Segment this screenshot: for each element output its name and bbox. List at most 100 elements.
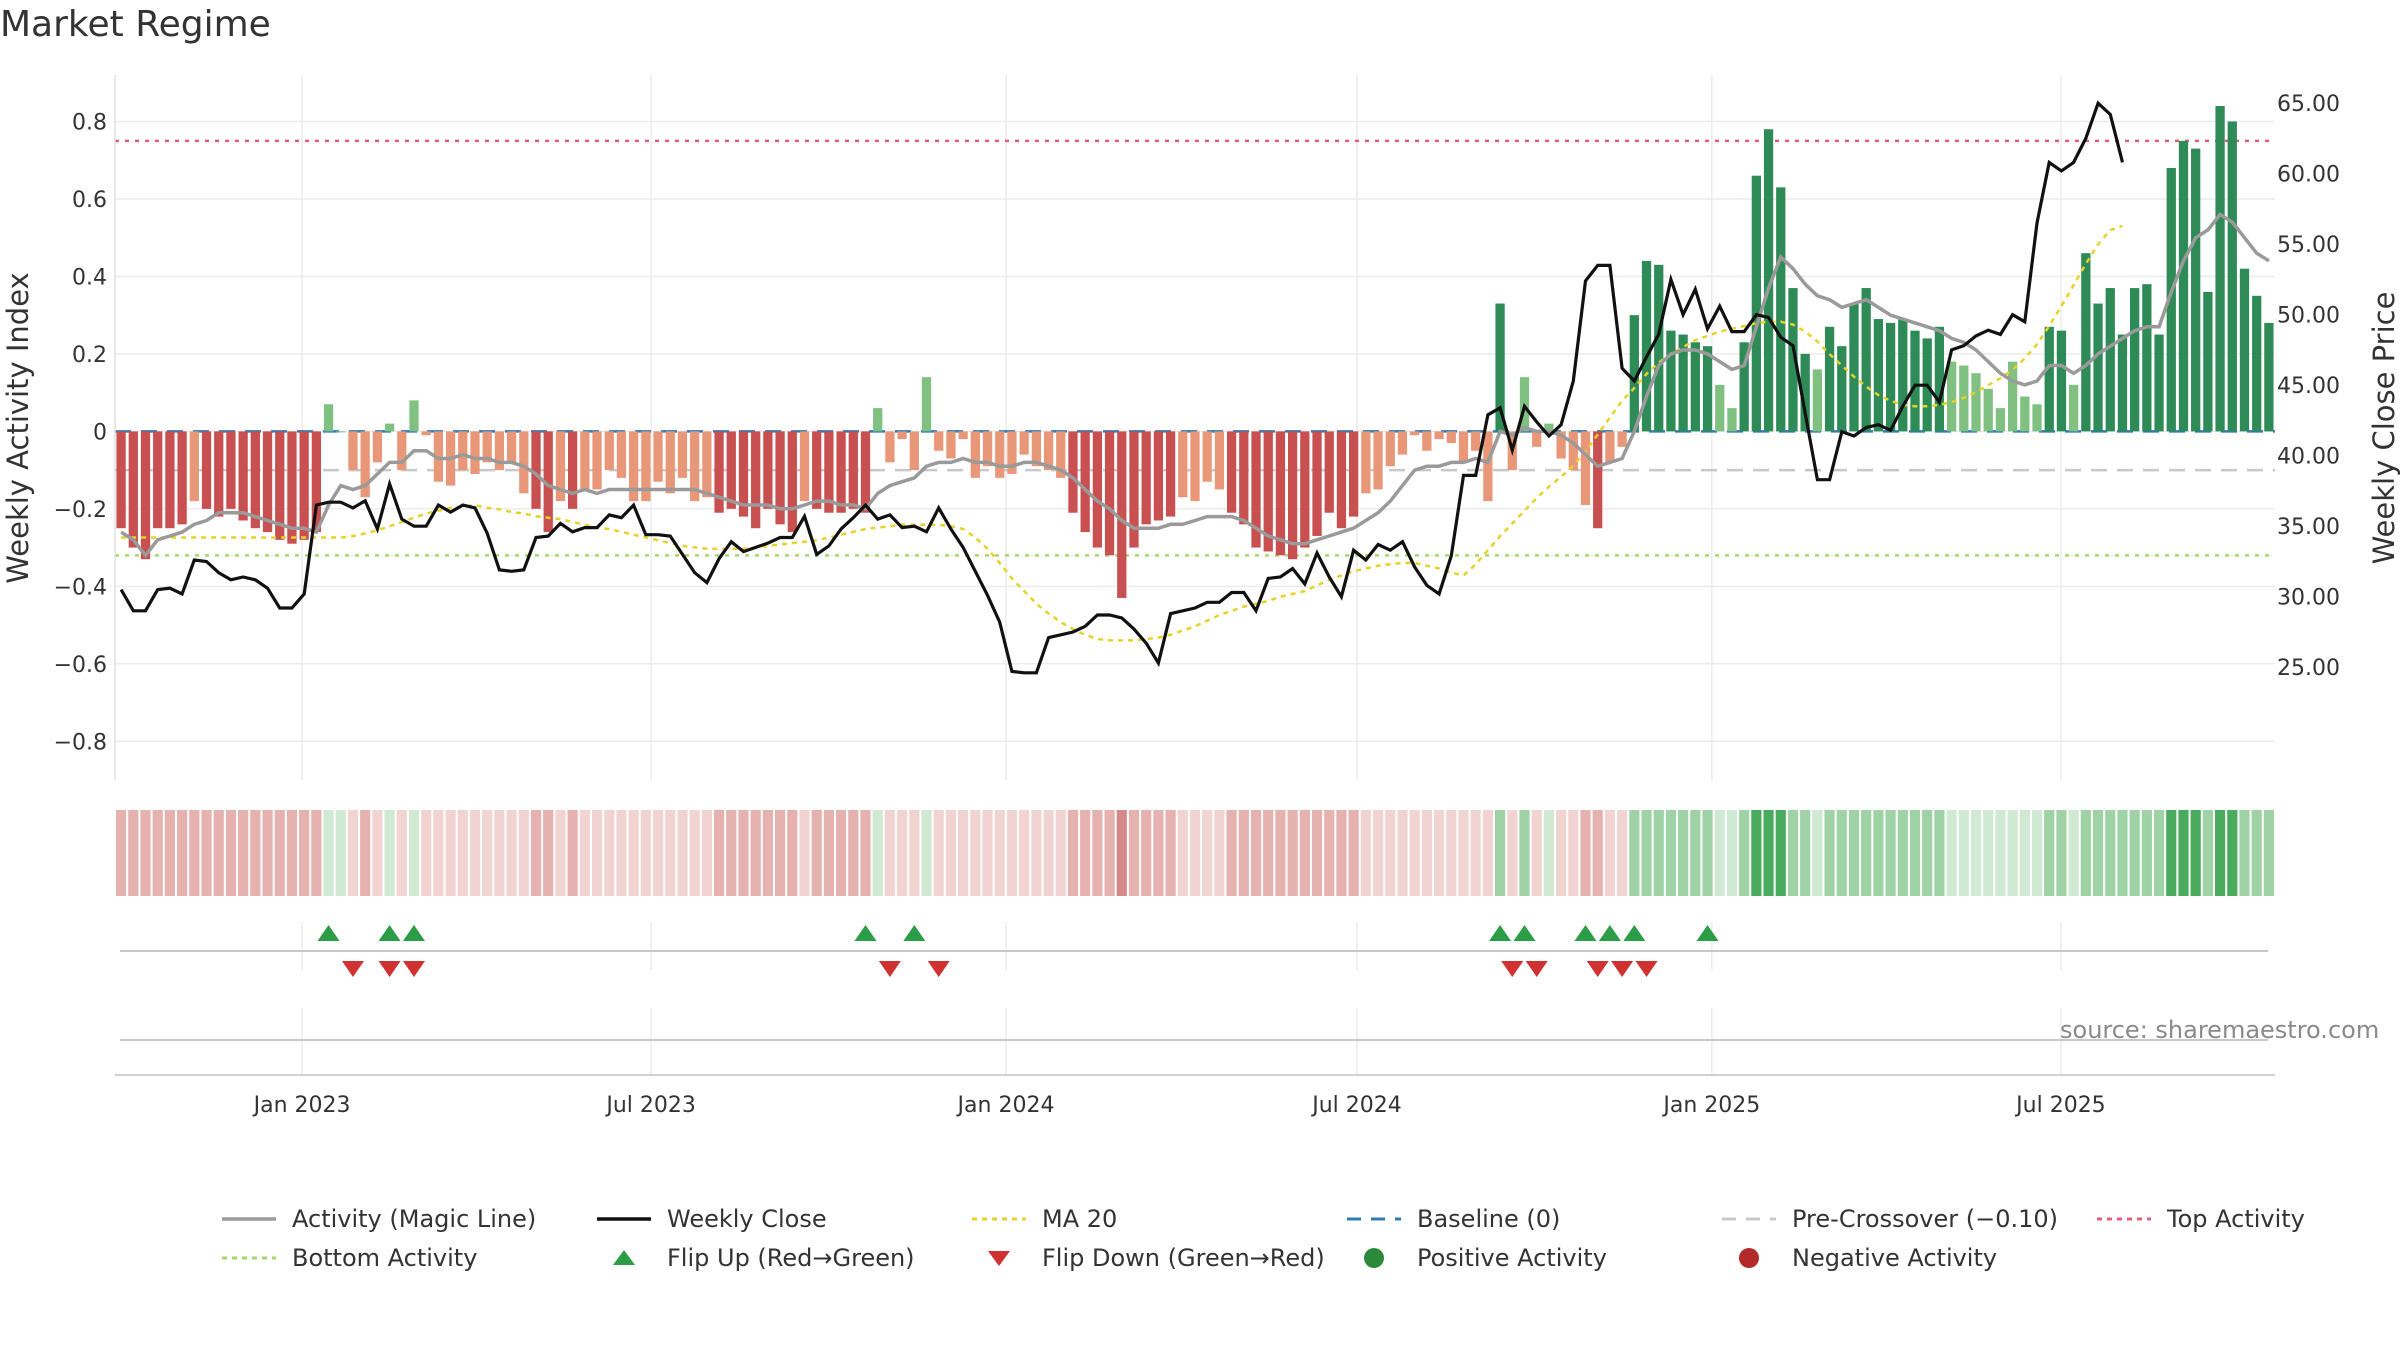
regime-cell (1385, 810, 1396, 896)
activity-bar (1800, 353, 1810, 432)
regime-cell (1812, 810, 1823, 896)
activity-bar (1446, 431, 1456, 443)
flip-up-marker (1574, 925, 1597, 941)
legend-item: Flip Up (Red→Green) (595, 1244, 915, 1272)
regime-cell (787, 810, 798, 896)
x-axis: Jan 2023 Jul 2023 Jan 2024 Jul 2024 Jan 2025… (115, 1039, 2275, 1118)
regime-cell (677, 810, 688, 896)
activity-bar (214, 431, 224, 517)
regime-cell (421, 810, 432, 896)
regime-cell (384, 810, 395, 896)
activity-bar (1568, 431, 1578, 471)
regime-cell (1494, 810, 1506, 896)
activity-bar (1605, 431, 1615, 463)
regime-cell (2031, 810, 2043, 896)
legend-item: Bottom Activity (220, 1244, 477, 1272)
regime-cell (2068, 810, 2079, 896)
activity-bar (1031, 431, 1041, 467)
activity-bar (629, 431, 639, 502)
activity-bar (2069, 384, 2079, 432)
flip-up-marker (903, 925, 926, 941)
regime-cell (469, 810, 481, 896)
activity-bar (970, 431, 980, 478)
activity-bar (665, 431, 675, 494)
regime-cell (1800, 810, 1811, 896)
regime-cell (945, 810, 957, 896)
source-note: source: sharemaestro.com (2060, 1016, 2380, 1044)
regime-cell (164, 810, 176, 896)
regime-cell (1531, 810, 1542, 896)
activity-bar (287, 431, 297, 544)
activity-bar (519, 431, 529, 494)
regime-cell (1189, 810, 1201, 896)
regime-cell (1507, 810, 1518, 896)
activity-bar (299, 431, 309, 540)
activity-bar (592, 431, 602, 490)
regime-cell (1153, 810, 1164, 896)
regime-cell (1568, 810, 1579, 896)
regime-cell (1397, 810, 1408, 896)
left-tick-label: 0.8 (72, 110, 107, 135)
activity-bar (1751, 175, 1761, 432)
activity-bar (1824, 326, 1835, 432)
regime-cell (2178, 810, 2189, 896)
activity-bar (1385, 431, 1395, 467)
regime-cell (189, 810, 200, 896)
activity-bar (1300, 431, 1310, 548)
activity-bar (1141, 431, 1151, 525)
activity-bar (2239, 268, 2250, 432)
activity-bar (2252, 295, 2262, 432)
regime-cell (1226, 810, 1237, 896)
activity-bar (763, 431, 773, 509)
legend-label: Flip Up (Red→Green) (667, 1244, 915, 1272)
regime-cell (2166, 810, 2177, 896)
regime-cell (2190, 810, 2201, 896)
activity-bar (580, 431, 590, 490)
regime-cell (774, 810, 786, 896)
regime-cell (530, 810, 542, 896)
regime-cell (1299, 810, 1310, 896)
legend-label: Pre-Crossover (−0.10) (1792, 1205, 2059, 1233)
regime-cell (2153, 810, 2165, 896)
regime-cell (1116, 810, 1127, 896)
activity-bar (897, 431, 907, 440)
regime-cell (860, 810, 871, 896)
activity-bar (812, 431, 822, 509)
activity-bar (1556, 431, 1566, 459)
activity-bar (1068, 431, 1078, 513)
activity-bar (1934, 326, 1945, 432)
legend-item: Pre-Crossover (−0.10) (1720, 1205, 2058, 1233)
right-tick-label: 40.00 (2277, 445, 2340, 470)
activity-bar (1117, 431, 1127, 598)
x-tick-label: Jul 2024 (1310, 1093, 1402, 1118)
activity-bar (1361, 431, 1371, 494)
activity-bar (2117, 334, 2128, 432)
regime-cell (1055, 810, 1066, 896)
flip-down-marker (341, 961, 364, 977)
legend-marker (1739, 1248, 1759, 1268)
axes: 0.8 0.6 0.4 0.2 0 −0.2 −0.4 −0.6 −0.8 65.00 60.00 5… (1, 75, 2400, 780)
flip-down-marker (1501, 961, 1524, 977)
left-tick-label: 0.4 (72, 265, 107, 290)
regime-cell (1678, 810, 1689, 896)
regime-cell (1702, 810, 1713, 896)
activity-bar (1336, 431, 1347, 529)
right-tick-label: 60.00 (2277, 163, 2340, 188)
activity-bar (2007, 361, 2018, 432)
activity-bar (1495, 303, 1505, 432)
activity-bar (311, 431, 321, 533)
activity-bar (775, 431, 785, 525)
regime-cell (1287, 810, 1298, 896)
regime-cell (457, 810, 468, 896)
activity-bar (2166, 167, 2176, 432)
regime-cell (1019, 810, 1030, 896)
activity-bar (189, 431, 199, 502)
regime-cell (1348, 810, 1359, 896)
regime-cell (1641, 810, 1652, 896)
left-tick-label: 0.6 (72, 188, 107, 213)
activity-bar (1654, 264, 1664, 432)
right-tick-label: 30.00 (2277, 586, 2340, 611)
legend-swatch (613, 1250, 635, 1265)
legend-label: Flip Down (Green→Red) (1042, 1244, 1325, 1272)
regime-cell (958, 810, 969, 896)
